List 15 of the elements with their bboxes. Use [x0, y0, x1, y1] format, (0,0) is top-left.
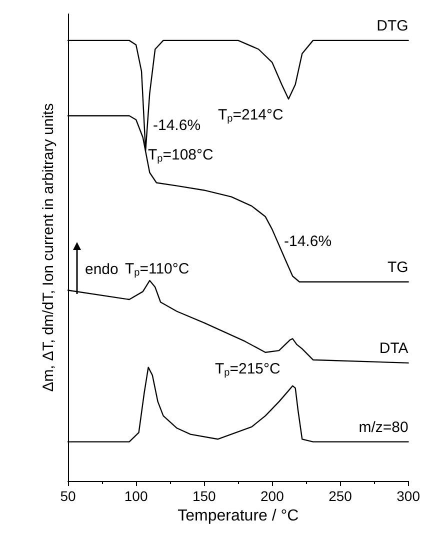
x-tick-label: 100 — [124, 488, 148, 504]
y-axis-title: Δm, ΔT, dm/dT, Ion current in arbitrary units — [40, 103, 57, 392]
x-tick-label: 150 — [192, 488, 216, 504]
x-tick-label: 50 — [60, 488, 76, 504]
annotation: -14.6% — [284, 233, 332, 250]
x-tick-label: 200 — [260, 488, 284, 504]
x-tick-label: 250 — [328, 488, 352, 504]
series-label: m/z=80 — [358, 418, 408, 436]
series-label: TG — [387, 258, 408, 276]
x-axis-title: Temperature / °C — [178, 507, 299, 524]
annotation: -14.6% — [153, 117, 201, 134]
series-label: DTA — [379, 340, 408, 357]
series-label: DTG — [376, 17, 408, 34]
x-tick-label: 300 — [396, 488, 420, 504]
annotation: endo — [85, 261, 118, 278]
